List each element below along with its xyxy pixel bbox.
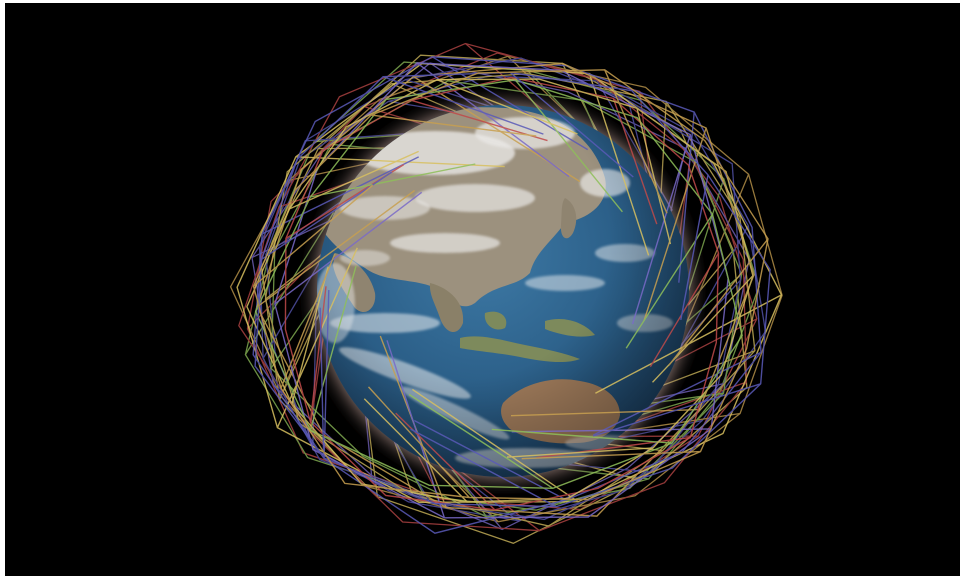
orbit-link-16-4 — [506, 447, 654, 458]
orbit-ring-12 — [256, 62, 755, 517]
orbit-link-18-6 — [668, 238, 769, 366]
orbit-link-15-10 — [491, 428, 672, 444]
orbit-link-18-8 — [521, 450, 701, 460]
orbit-link-14-0 — [309, 286, 327, 422]
orbit-link-12-8 — [256, 189, 416, 308]
orbit-link-18-12 — [280, 253, 336, 389]
orbit-ring-18 — [252, 69, 769, 501]
orbit-link-15-2 — [309, 265, 357, 431]
orbit-link-16-12 — [436, 79, 578, 135]
orbit-link-13-8 — [386, 340, 446, 519]
orbit-link-16-8 — [291, 266, 329, 405]
orbit-link-13-4 — [631, 134, 691, 325]
orbit-ring-17 — [254, 71, 771, 508]
space-background — [5, 3, 960, 576]
orbit-link-13-0 — [274, 191, 423, 305]
orbit-link-12-4 — [510, 408, 700, 417]
orbit-link-17-2 — [680, 174, 709, 321]
orbit-link-17-8 — [319, 307, 325, 458]
orbit-link-11-8 — [261, 156, 420, 235]
orbit-ring-2 — [260, 54, 748, 545]
orbit-link-16-0 — [636, 108, 672, 245]
orbit-link-11-4 — [413, 419, 567, 501]
orbit-link-17-6 — [410, 428, 557, 508]
orbit-link-14-6 — [612, 98, 658, 225]
orbit-link-10-0 — [276, 247, 358, 428]
orbit-link-17-12 — [382, 76, 544, 135]
orbit-ring-15 — [254, 79, 743, 490]
earth-scene — [229, 42, 783, 545]
orbit-link-15-0 — [408, 393, 554, 489]
orbit-link-15-6 — [514, 79, 623, 213]
orbit-link-10-8 — [412, 388, 579, 503]
orbit-link-18-2 — [371, 114, 537, 137]
orbit-ring-16 — [246, 78, 754, 503]
orbit-link-15-8 — [625, 213, 714, 349]
orbit-link-18-10 — [367, 386, 470, 498]
orbit-link-16-6 — [363, 398, 468, 503]
orbit-link-12-2 — [643, 127, 707, 321]
orbit-link-14-8 — [649, 252, 720, 368]
orbit-link-11-2 — [592, 351, 762, 436]
orbit-link-16-10 — [289, 150, 419, 210]
orbit-link-17-0 — [509, 71, 634, 178]
orbit-link-18-4 — [604, 69, 668, 214]
orbit-link-17-4 — [593, 383, 761, 437]
orbit-link-15-4 — [310, 163, 476, 198]
earth-globe — [317, 105, 689, 477]
satellite-mesh-front — [236, 56, 783, 534]
orbit-ring-14 — [284, 76, 720, 511]
orbit-link-18-0 — [253, 184, 374, 287]
